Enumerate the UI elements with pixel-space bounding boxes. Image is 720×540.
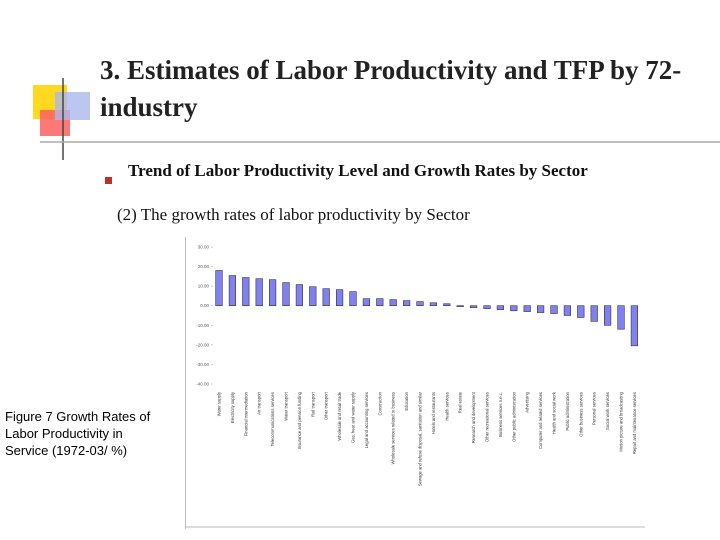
bar [295,284,303,307]
bar [456,305,464,307]
bar [403,300,411,307]
chart: 30.00 20.00 10.00 0.00 -10.00 -20.00 -30.00 -40… [185,237,645,529]
x-tick-label: Repair and maintenance services [632,392,637,454]
bar [376,298,384,307]
bar [496,305,505,310]
x-tick-label: Public administration [565,391,570,430]
x-tick-label: Health and social work [552,391,557,434]
bar [536,305,545,313]
bar [603,305,612,326]
x-tick-label: Research and development [471,391,476,443]
bar [443,303,451,307]
y-tick-label: 10.00 [198,284,210,289]
bar [469,305,478,308]
bar [630,305,639,347]
x-tick-label: Financial intermediation [243,391,248,436]
bar [483,305,491,309]
bullet-mark [105,177,112,184]
bar [429,302,438,307]
y-tick-label: -40.00 [196,382,209,387]
x-tick-label: Water supply [217,391,222,416]
x-tick-label: Other transport [324,391,329,420]
x-tick-label: Sewage and refuse disposal, sanitation a… [418,391,423,486]
y-tick-label: 20.00 [198,264,210,269]
bar [349,291,357,307]
x-tick-label: Hotels and restaurants [431,392,436,434]
bar [617,305,625,330]
bar [322,288,330,307]
x-tick-label: Other business services [578,392,583,437]
bar [590,305,598,322]
slide-title: 3. Estimates of Labor Productivity and T… [100,55,682,122]
subtitle: (2) The growth rates of labor productivi… [117,205,470,224]
bar [269,279,277,307]
bar [550,305,558,314]
x-tick-label: Gas, heat and water supply [351,391,356,443]
bar [416,301,424,307]
x-tick-label: Other recreational services [485,392,490,442]
bar [510,305,518,312]
x-tick-label: Water transport [284,391,289,421]
bar [563,305,572,316]
x-tick-label: Health services [444,392,449,421]
x-tick-label: Telecommunications services [270,392,275,446]
bar [362,298,371,307]
x-tick-label: Legal and accounting services [364,392,369,448]
x-tick-label: Air transport [257,391,262,415]
x-tick-label: Computer and related services [538,392,543,449]
bar [255,278,263,307]
x-tick-label: Insurance and pension funding [297,391,302,449]
x-tick-label: Business services n.e.c. [498,392,503,437]
bar [228,275,236,307]
bar [309,286,317,307]
x-tick-label: Electricity supply [230,391,235,423]
bar [215,270,223,307]
y-tick-label: -10.00 [196,323,209,328]
x-tick-label: Wholesale and retail trade [337,391,342,440]
blue-square [55,92,90,120]
x-tick-label: Wholesale services related to business [391,392,396,464]
y-tick-label: 30.00 [198,245,210,250]
x-tick-label: Motion picture and broadcasting [619,391,624,451]
bar [336,289,344,307]
figure-caption: Figure 7 Growth Rates of Labor Productiv… [5,409,151,458]
y-tick-label: -20.00 [196,342,209,347]
x-tick-label: Social work services [605,392,610,430]
x-tick-label: Advertising [525,391,530,412]
bar [577,305,585,318]
x-tick-label: Rail transport [310,391,315,417]
x-tick-label: Other public administration [511,391,516,441]
bar [242,277,250,307]
bullet-text: Trend of Labor Productivity Level and Gr… [128,161,588,180]
y-tick-label: -30.00 [196,362,209,367]
bar [523,305,531,312]
bar [282,282,290,307]
x-tick-label: Personal services [592,392,597,425]
x-tick-label: Construction [377,391,382,415]
x-tick-label: Real estate [458,391,463,413]
y-tick-label: 0.00 [200,303,209,308]
bar [389,299,397,307]
x-tick-label: Education [404,391,409,410]
